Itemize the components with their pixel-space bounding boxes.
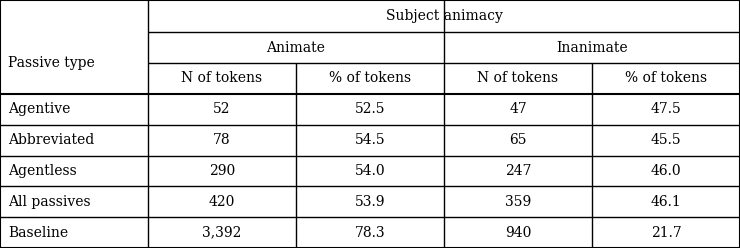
Text: 54.0: 54.0 xyxy=(354,164,386,178)
Text: 54.5: 54.5 xyxy=(354,133,386,147)
Text: % of tokens: % of tokens xyxy=(625,71,707,86)
Text: 47.5: 47.5 xyxy=(650,102,682,116)
Text: 3,392: 3,392 xyxy=(202,226,242,240)
Text: 46.0: 46.0 xyxy=(650,164,682,178)
Text: 78.3: 78.3 xyxy=(354,226,386,240)
Text: 940: 940 xyxy=(505,226,531,240)
Text: Passive type: Passive type xyxy=(8,56,95,70)
Text: Abbreviated: Abbreviated xyxy=(8,133,94,147)
Text: 290: 290 xyxy=(209,164,235,178)
Text: Agentive: Agentive xyxy=(8,102,70,116)
Text: Inanimate: Inanimate xyxy=(556,40,628,55)
Text: Baseline: Baseline xyxy=(8,226,68,240)
Text: 52.5: 52.5 xyxy=(354,102,386,116)
Text: Subject animacy: Subject animacy xyxy=(386,9,502,23)
Text: Agentless: Agentless xyxy=(8,164,77,178)
Text: 420: 420 xyxy=(209,195,235,209)
Text: N of tokens: N of tokens xyxy=(477,71,559,86)
Text: 65: 65 xyxy=(509,133,527,147)
Text: 45.5: 45.5 xyxy=(650,133,682,147)
Text: N of tokens: N of tokens xyxy=(181,71,263,86)
Text: 359: 359 xyxy=(505,195,531,209)
Text: 78: 78 xyxy=(213,133,231,147)
Text: 21.7: 21.7 xyxy=(650,226,682,240)
Text: All passives: All passives xyxy=(8,195,90,209)
Text: Animate: Animate xyxy=(266,40,326,55)
Text: 46.1: 46.1 xyxy=(650,195,682,209)
Text: 53.9: 53.9 xyxy=(354,195,386,209)
Text: 52: 52 xyxy=(213,102,231,116)
Text: 247: 247 xyxy=(505,164,531,178)
Text: % of tokens: % of tokens xyxy=(329,71,411,86)
Text: 47: 47 xyxy=(509,102,527,116)
